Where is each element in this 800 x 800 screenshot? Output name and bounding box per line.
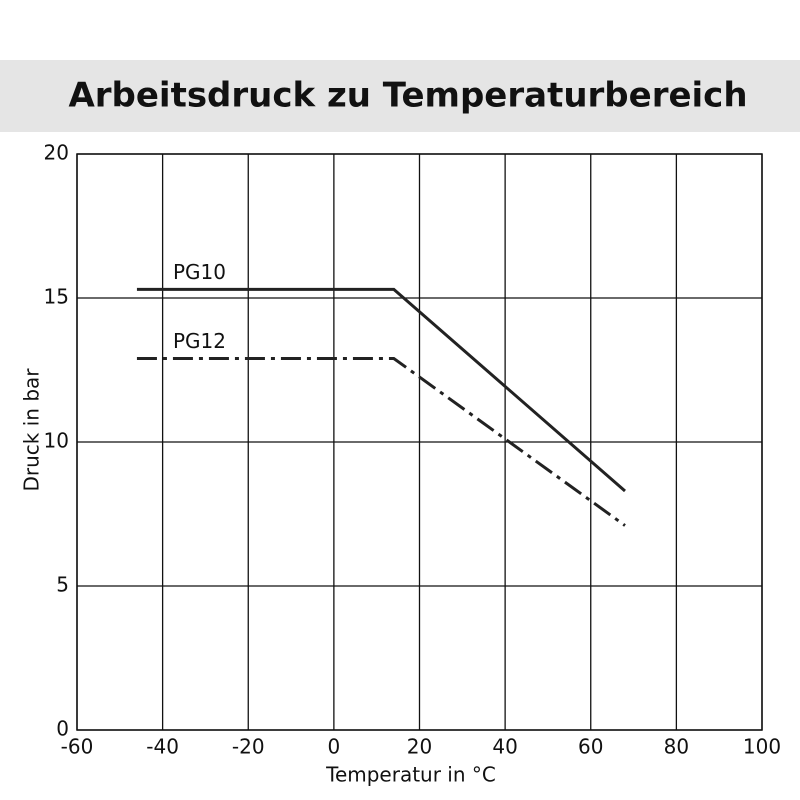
y-tick-label: 20	[44, 141, 69, 165]
y-tick-label: 5	[56, 573, 69, 597]
y-tick-label: 0	[56, 717, 69, 741]
x-axis-label: Temperatur in °C	[325, 763, 496, 787]
chart-title: Arbeitsdruck zu Temperaturbereich	[68, 76, 747, 116]
x-tick-label: 20	[407, 735, 432, 759]
x-tick-label: 60	[578, 735, 603, 759]
x-tick-label: -60	[61, 735, 94, 759]
x-tick-label: -40	[146, 735, 179, 759]
x-tick-label: -20	[232, 735, 265, 759]
series-line	[136, 287, 626, 493]
y-tick-label: 15	[44, 285, 69, 309]
x-tick-label: 40	[492, 735, 517, 759]
x-tick-label: 80	[664, 735, 689, 759]
series-label: PG12	[173, 329, 226, 353]
series-label: PG10	[173, 260, 226, 284]
x-tick-label: 0	[328, 735, 341, 759]
x-tick-label: 100	[743, 735, 781, 759]
title-banner	[0, 60, 800, 132]
y-axis-label: Druck in bar	[20, 368, 44, 492]
series-line	[136, 356, 626, 527]
y-tick-label: 10	[44, 429, 69, 453]
